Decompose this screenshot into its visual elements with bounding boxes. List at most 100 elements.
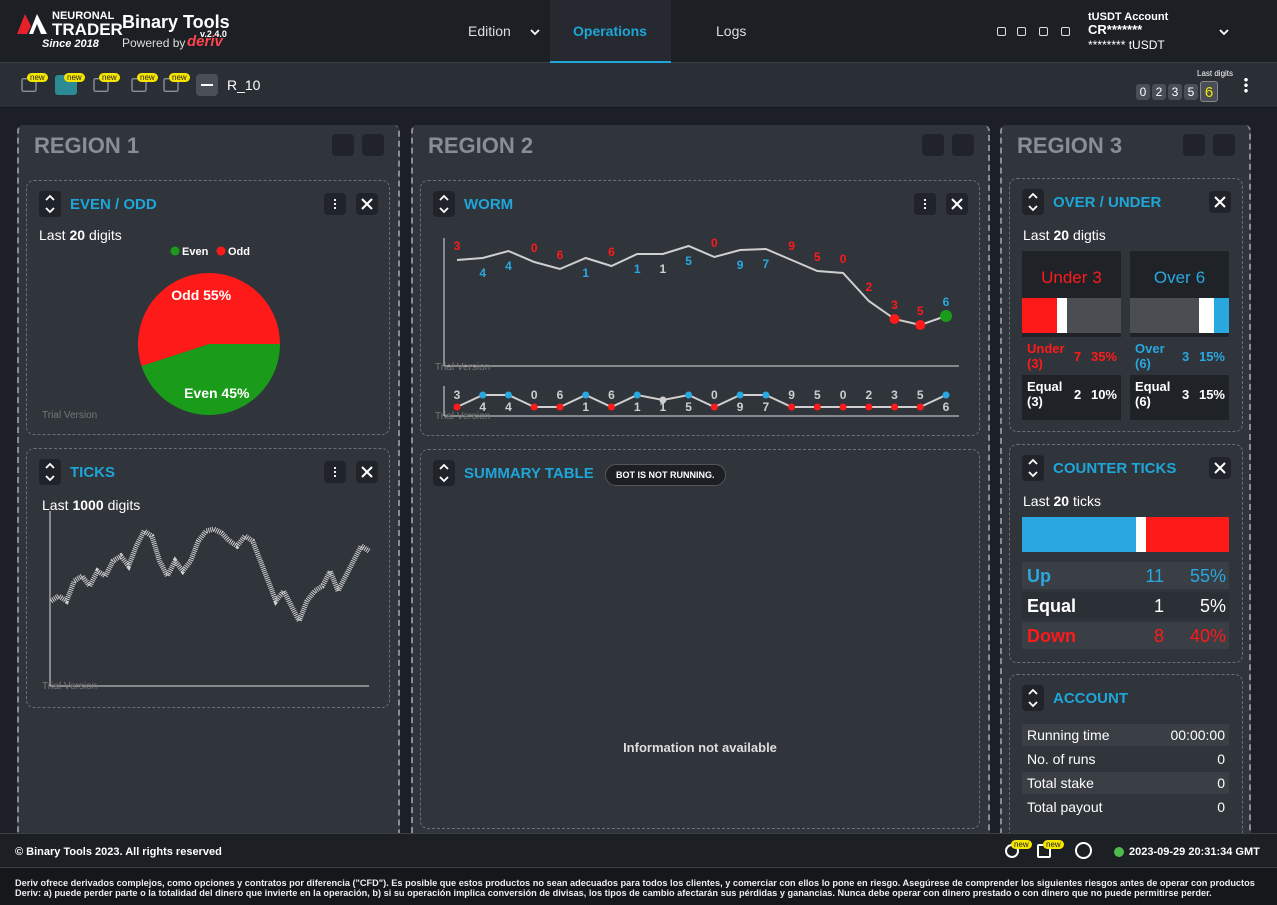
empty-message: Information not available (623, 740, 777, 755)
sort-arrows[interactable] (39, 459, 61, 485)
ticks-chart: Trial Version (42, 511, 371, 692)
new-badge: new (1043, 840, 1064, 849)
row-percent: 15% (1198, 349, 1225, 364)
region-action[interactable] (1213, 134, 1235, 156)
count: 20 (1053, 493, 1070, 509)
worm-digit: 5 (917, 304, 924, 318)
sort-arrows[interactable] (1022, 455, 1044, 481)
close-icon (951, 198, 963, 210)
region-action[interactable] (362, 134, 384, 156)
strip-point (556, 403, 564, 411)
row-percent: 35% (1090, 349, 1117, 364)
social-icon[interactable] (997, 27, 1006, 36)
row-count: 7 (1074, 349, 1082, 364)
region-action[interactable] (922, 134, 944, 156)
worm-digit: 0 (711, 236, 718, 250)
close-button[interactable] (1209, 457, 1231, 479)
last-word: Last (39, 227, 66, 243)
account-row: Running time 00:00:00 (1022, 724, 1229, 746)
tool-minus-bar (201, 84, 213, 86)
nav-item[interactable]: Logs (716, 23, 747, 39)
counter-count: 11 (1145, 566, 1164, 586)
account-label: No. of runs (1027, 751, 1096, 767)
sort-arrows[interactable] (433, 191, 455, 217)
bar-equal (1056, 298, 1067, 333)
region-action[interactable] (332, 134, 354, 156)
copyright: © Binary Tools 2023. All rights reserved (15, 846, 222, 858)
header: NEURONAL TRADER Since 2018 Binary Tools v.2.… (0, 0, 1277, 63)
version: v.2.4.0 (200, 29, 227, 39)
counter-segment (1135, 517, 1147, 552)
menu-dots[interactable] (1244, 77, 1248, 93)
strip-digit: 4 (505, 400, 512, 414)
social-icon[interactable] (1017, 27, 1026, 36)
counter-label: Equal (1027, 596, 1077, 616)
close-button[interactable] (946, 193, 968, 215)
widget-title: SUMMARY TABLE (464, 465, 594, 482)
chevron-up (439, 194, 449, 201)
strip-digit: 4 (479, 400, 486, 414)
chevron-path (1028, 701, 1038, 708)
nav-item[interactable]: Operations (573, 23, 647, 39)
close-icon (1214, 462, 1226, 474)
box-head: Over 6 (1130, 268, 1229, 288)
sort-arrows[interactable] (1022, 685, 1044, 711)
worm-chart: 3 3 4 4 4 4 0 0 6 6 1 1 6 6 1 1 1 1 5 5 0 0 9 9 7 7 9 9 5 5 0 0 2 2 3 3 5 5 6 6… (435, 236, 959, 422)
row-label: Equal (3) (1027, 379, 1063, 409)
strip-digit: 1 (582, 400, 589, 414)
worm-digit: 6 (608, 245, 615, 259)
unit: digtis (1073, 227, 1106, 243)
chevron-path (1028, 458, 1038, 465)
counter-percent: 5% (1199, 596, 1226, 616)
footer: © Binary Tools 2023. All rights reserved… (0, 833, 1277, 867)
language-icon[interactable] (1075, 842, 1092, 859)
strip-point (710, 403, 718, 411)
pie-slice (141, 344, 280, 415)
watermark: Trial Version (435, 411, 490, 422)
close-button[interactable] (356, 461, 378, 483)
chevron-up (1028, 458, 1038, 465)
account-label: Running time (1027, 727, 1110, 743)
sort-arrows[interactable] (1022, 189, 1044, 215)
region-title: REGION 2 (428, 133, 534, 158)
strip-digit: 3 (891, 388, 898, 402)
strip-digit: 6 (557, 388, 564, 402)
chevron-up (45, 462, 55, 469)
deriv-brand: deriv (187, 33, 223, 50)
counter-percent: 40% (1189, 626, 1226, 646)
strip-point (891, 403, 899, 411)
chevron-up (439, 463, 449, 470)
social-icon[interactable] (1039, 27, 1048, 36)
close-button[interactable] (1209, 191, 1231, 213)
strip-digit: 3 (454, 388, 461, 402)
social-icon[interactable] (1061, 27, 1070, 36)
strip-point (504, 391, 512, 399)
widget-card: ACCOUNT Running time 00:00:00 No. of runs 0 T… (1009, 674, 1243, 833)
nav-item[interactable]: Edition (468, 23, 511, 39)
new-badge: new (99, 73, 120, 82)
worm-line (456, 244, 947, 327)
box-row: Under (3) 7 35% (1022, 337, 1121, 375)
chevron-down (1219, 29, 1229, 36)
region-action[interactable] (952, 134, 974, 156)
chevron-path (530, 29, 540, 36)
sort-arrows[interactable] (433, 460, 455, 486)
region-action[interactable] (1183, 134, 1205, 156)
account-value: 0 (1217, 775, 1225, 791)
bar-main (1022, 298, 1057, 333)
chevron-up (1028, 688, 1038, 695)
box-row: Equal (6) 3 15% (1130, 375, 1229, 420)
strip-digit: 5 (917, 388, 924, 402)
worm-digit: 3 (891, 298, 898, 312)
close-icon (1214, 196, 1226, 208)
counter-percent: 55% (1189, 566, 1226, 586)
logo-white (29, 14, 47, 34)
worm-digit: 6 (943, 295, 950, 309)
chevron-path (439, 207, 449, 214)
account-row: Total payout 0 (1022, 796, 1229, 818)
chevron-path (45, 475, 55, 482)
legend-dot (170, 246, 180, 256)
last-word: Last (1023, 227, 1050, 243)
close-button[interactable] (356, 193, 378, 215)
sort-arrows[interactable] (39, 191, 61, 217)
